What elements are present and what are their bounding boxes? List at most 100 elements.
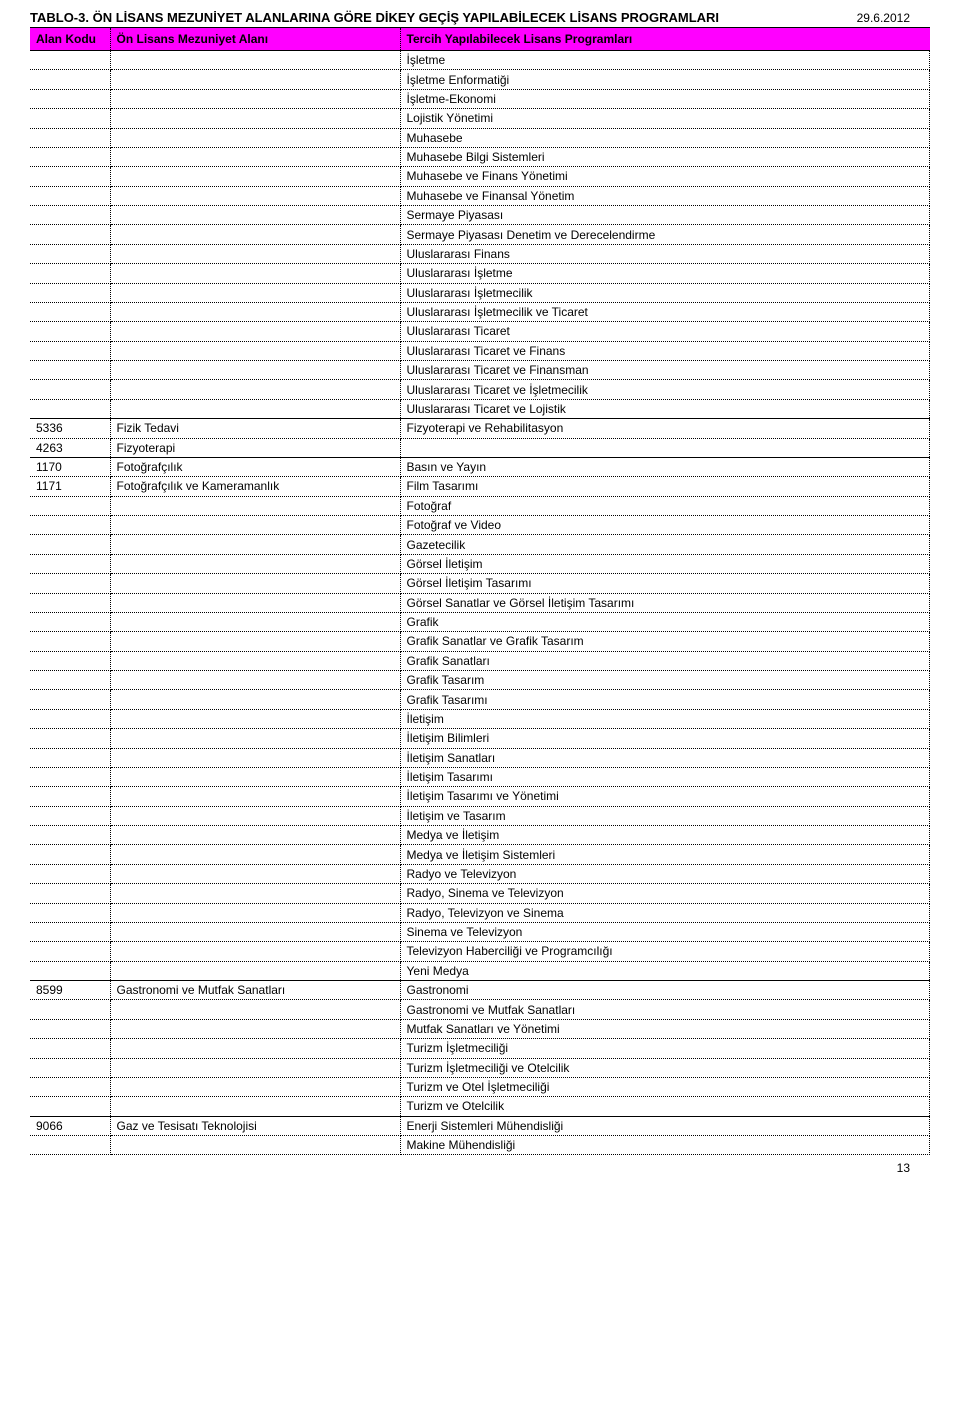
table-cell-code bbox=[30, 767, 110, 786]
table-cell-area bbox=[110, 51, 400, 70]
table-cell-program: Yeni Medya bbox=[400, 961, 930, 980]
table-cell-program: Fotoğraf bbox=[400, 496, 930, 515]
table-cell-program: İletişim Tasarımı ve Yönetimi bbox=[400, 787, 930, 806]
table-cell-area bbox=[110, 206, 400, 225]
table-cell-area: Gaz ve Tesisatı Teknolojisi bbox=[110, 1116, 400, 1135]
table-cell-area bbox=[110, 380, 400, 399]
table-cell-program: Sermaye Piyasası Denetim ve Derecelendir… bbox=[400, 225, 930, 244]
table-cell-code bbox=[30, 1058, 110, 1077]
table-cell-code bbox=[30, 322, 110, 341]
table-cell-code bbox=[30, 264, 110, 283]
table-cell-program: Film Tasarımı bbox=[400, 477, 930, 496]
table-cell-area bbox=[110, 1039, 400, 1058]
table-cell-area bbox=[110, 767, 400, 786]
table-cell-code bbox=[30, 535, 110, 554]
table-cell-area bbox=[110, 787, 400, 806]
table-cell-program: Turizm ve Otel İşletmeciliği bbox=[400, 1077, 930, 1096]
table-cell-code bbox=[30, 1019, 110, 1038]
table-cell-program: Grafik bbox=[400, 612, 930, 631]
col-header-code: Alan Kodu bbox=[30, 28, 110, 51]
table-cell-code bbox=[30, 922, 110, 941]
table-cell-area bbox=[110, 1019, 400, 1038]
table-cell-code bbox=[30, 554, 110, 573]
table-cell-code bbox=[30, 109, 110, 128]
table-cell-program: Görsel İletişim Tasarımı bbox=[400, 574, 930, 593]
table-cell-area bbox=[110, 709, 400, 728]
table-cell-program: Gastronomi bbox=[400, 981, 930, 1000]
col-header-area: Ön Lisans Mezuniyet Alanı bbox=[110, 28, 400, 51]
table-cell-code bbox=[30, 1000, 110, 1019]
table-cell-program: Televizyon Haberciliği ve Programcılığı bbox=[400, 942, 930, 961]
table-cell-code: 5336 bbox=[30, 419, 110, 438]
table-cell-code bbox=[30, 70, 110, 89]
table-cell-area bbox=[110, 341, 400, 360]
table-cell-program: Sinema ve Televizyon bbox=[400, 922, 930, 941]
table-cell-area bbox=[110, 729, 400, 748]
table-cell-code bbox=[30, 341, 110, 360]
table-cell-program: Medya ve İletişim bbox=[400, 826, 930, 845]
table-cell-program: Uluslararası İşletmecilik ve Ticaret bbox=[400, 302, 930, 321]
table-cell-area bbox=[110, 961, 400, 980]
table-cell-program: Uluslararası İşletmecilik bbox=[400, 283, 930, 302]
table-cell-area bbox=[110, 826, 400, 845]
table-cell-code bbox=[30, 128, 110, 147]
table-cell-code bbox=[30, 186, 110, 205]
table-cell-code bbox=[30, 1077, 110, 1096]
table-cell-program bbox=[400, 438, 930, 457]
table-cell-program: İşletme-Ekonomi bbox=[400, 89, 930, 108]
table-cell-program: Fizyoterapi ve Rehabilitasyon bbox=[400, 419, 930, 438]
page-date: 29.6.2012 bbox=[857, 11, 930, 25]
table-cell-area bbox=[110, 651, 400, 670]
table-cell-area bbox=[110, 1077, 400, 1096]
table-cell-code: 8599 bbox=[30, 981, 110, 1000]
table-cell-area: Fizyoterapi bbox=[110, 438, 400, 457]
table-cell-code bbox=[30, 961, 110, 980]
table-cell-program: Uluslararası Ticaret ve Lojistik bbox=[400, 399, 930, 418]
table-cell-code bbox=[30, 1136, 110, 1155]
table-cell-code bbox=[30, 826, 110, 845]
table-cell-program: Uluslararası İşletme bbox=[400, 264, 930, 283]
table-cell-area bbox=[110, 128, 400, 147]
table-cell-code: 4263 bbox=[30, 438, 110, 457]
table-cell-code bbox=[30, 942, 110, 961]
col-header-prog: Tercih Yapılabilecek Lisans Programları bbox=[400, 28, 930, 51]
table-cell-code bbox=[30, 845, 110, 864]
table-cell-code bbox=[30, 709, 110, 728]
table-cell-code bbox=[30, 225, 110, 244]
table-cell-program: Grafik Sanatları bbox=[400, 651, 930, 670]
table-cell-program: Basın ve Yayın bbox=[400, 457, 930, 476]
table-cell-program: Turizm ve Otelcilik bbox=[400, 1097, 930, 1116]
table-cell-code bbox=[30, 651, 110, 670]
table-cell-program: Grafik Tasarımı bbox=[400, 690, 930, 709]
table-cell-area bbox=[110, 244, 400, 263]
table-cell-area bbox=[110, 283, 400, 302]
table-cell-code bbox=[30, 884, 110, 903]
table-cell-code bbox=[30, 612, 110, 631]
table-cell-area bbox=[110, 361, 400, 380]
table-cell-area bbox=[110, 884, 400, 903]
table-cell-code: 1171 bbox=[30, 477, 110, 496]
table-cell-area bbox=[110, 496, 400, 515]
table-cell-area bbox=[110, 554, 400, 573]
table-cell-program: İletişim ve Tasarım bbox=[400, 806, 930, 825]
table-cell-area: Gastronomi ve Mutfak Sanatları bbox=[110, 981, 400, 1000]
table-cell-code bbox=[30, 496, 110, 515]
table-cell-area: Fizik Tedavi bbox=[110, 419, 400, 438]
table-cell-code bbox=[30, 671, 110, 690]
table-cell-area bbox=[110, 1058, 400, 1077]
table-cell-area bbox=[110, 70, 400, 89]
table-cell-area bbox=[110, 322, 400, 341]
table-cell-program: Grafik Sanatlar ve Grafik Tasarım bbox=[400, 632, 930, 651]
table-cell-program: Fotoğraf ve Video bbox=[400, 516, 930, 535]
table-cell-area: Fotoğrafçılık ve Kameramanlık bbox=[110, 477, 400, 496]
table-cell-code bbox=[30, 147, 110, 166]
table-cell-program: Görsel Sanatlar ve Görsel İletişim Tasar… bbox=[400, 593, 930, 612]
table-cell-code bbox=[30, 1097, 110, 1116]
table-cell-program: İletişim bbox=[400, 709, 930, 728]
table-cell-program: Turizm İşletmeciliği ve Otelcilik bbox=[400, 1058, 930, 1077]
table-cell-program: Uluslararası Ticaret ve Finans bbox=[400, 341, 930, 360]
table-cell-code bbox=[30, 244, 110, 263]
table-cell-program: İşletme bbox=[400, 51, 930, 70]
table-cell-code bbox=[30, 51, 110, 70]
table-cell-area bbox=[110, 748, 400, 767]
